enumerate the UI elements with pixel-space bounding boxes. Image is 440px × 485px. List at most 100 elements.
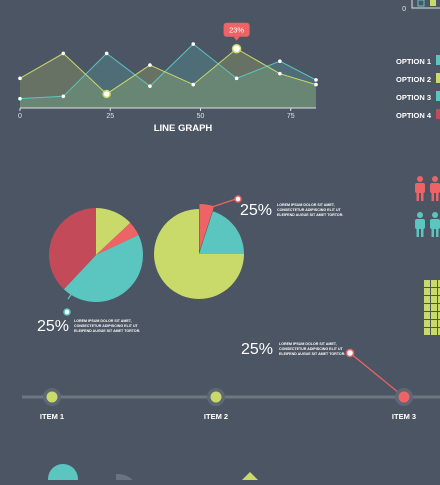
line-graph-title: LINE GRAPH — [154, 123, 213, 134]
pie-left-callout-dot — [63, 308, 71, 316]
pie-right-caption-line: ELEIFEND AUGUE SIT AMET TORTOR. — [277, 213, 343, 217]
person-icon — [421, 228, 424, 237]
line-graph-point — [18, 96, 22, 101]
corner-chart-axis — [411, 0, 440, 9]
line-graph-series-line — [19, 43, 317, 100]
waffle-cell — [424, 312, 430, 319]
waffle-cell — [431, 296, 437, 303]
waffle-cell — [431, 288, 437, 295]
waffle-cell — [438, 320, 440, 327]
timeline-node — [46, 391, 58, 403]
timeline-node — [210, 391, 222, 403]
line-graph-point — [18, 76, 22, 81]
line-graph-point — [314, 82, 318, 87]
person-icon — [415, 219, 425, 229]
person-icon — [421, 192, 424, 201]
pie-right-caption-line: LOREM IPSUM DOLOR SIT AMET, — [277, 203, 335, 207]
waffle-cell — [438, 304, 440, 311]
pie-right-callout-line — [211, 198, 237, 208]
legend-swatch — [436, 109, 440, 119]
partial-triangle — [237, 472, 263, 485]
waffle-cell — [431, 304, 437, 311]
person-icon — [436, 192, 439, 201]
corner-chart-bar — [417, 0, 425, 7]
pie-slice — [96, 222, 139, 255]
waffle-cell — [431, 312, 437, 319]
legend-label: OPTION 3 — [396, 93, 431, 102]
callout-label: 23% — [229, 26, 244, 35]
pie-slice — [96, 208, 131, 255]
pie-slice — [49, 208, 96, 290]
pie-left-caption-line: LOREM IPSUM DOLOR SIT AMET, — [74, 319, 132, 323]
callout-badge — [223, 22, 250, 37]
line-graph: 0 25 50 75 LINE GRAPH 23% — [18, 22, 318, 134]
legend-item: OPTION 4 — [396, 109, 440, 120]
legend-item: OPTION 1 — [396, 55, 440, 66]
pie-left-percent: 25% — [37, 318, 69, 335]
people-icons — [415, 176, 440, 237]
line-graph-series-line — [19, 48, 317, 95]
legend-item: OPTION 2 — [396, 73, 440, 84]
line-graph-point — [191, 42, 196, 46]
bottom-partial-shapes — [48, 464, 263, 485]
person-icon — [431, 228, 434, 237]
pie-right-percent: 25% — [240, 202, 272, 219]
person-icon — [430, 183, 440, 193]
line-graph-point — [191, 82, 196, 87]
timeline-item-label: ITEM 2 — [204, 412, 228, 421]
waffle-grid — [424, 280, 440, 335]
callout-pointer — [233, 36, 240, 41]
waffle-cell — [438, 288, 440, 295]
legend: OPTION 1 OPTION 2 OPTION 3 OPTION 4 — [396, 55, 440, 120]
line-graph-point — [104, 51, 109, 56]
timeline-item-label: ITEM 1 — [40, 412, 64, 421]
waffle-cell — [431, 328, 437, 335]
waffle-cell — [424, 320, 430, 327]
partial-circle — [48, 464, 78, 485]
line-graph-callout: 23% — [223, 22, 250, 41]
line-graph-point — [61, 51, 66, 56]
waffle-cell — [431, 320, 437, 327]
pie-left-caption-line: ELEIFEND AUGUE SIT AMET TORTOR. — [74, 329, 140, 333]
timeline: 25% LOREM IPSUM DOLOR SIT AMET, CONSECTE… — [22, 341, 440, 421]
line-graph-highlight-point — [102, 89, 111, 99]
pie-chart-right: 25% LOREM IPSUM DOLOR SIT AMET, CONSECTE… — [154, 195, 343, 299]
waffle-cell — [424, 296, 430, 303]
person-icon — [436, 228, 439, 237]
waffle-cell — [424, 288, 430, 295]
person-icon — [431, 192, 434, 201]
waffle-cell — [438, 312, 440, 319]
person-icon — [416, 192, 419, 201]
timeline-item: ITEM 2 — [204, 388, 228, 421]
waffle-cell — [424, 280, 430, 287]
legend-item: OPTION 3 — [396, 91, 440, 102]
waffle-cell — [438, 296, 440, 303]
waffle-cell — [438, 328, 440, 335]
line-graph-x-tick-label: 75 — [287, 113, 295, 120]
corner-chart-zero-label: 0 — [402, 6, 406, 13]
pie-slice — [63, 234, 143, 302]
pie-slice — [199, 204, 214, 252]
person-icon — [415, 183, 425, 193]
line-graph-x-tick-label: 25 — [106, 113, 114, 120]
pie-slice — [199, 211, 244, 254]
line-graph-point — [278, 59, 282, 63]
waffle-cell — [424, 304, 430, 311]
line-graph-point — [234, 76, 239, 81]
timeline-item: ITEM 3 — [392, 388, 416, 421]
line-graph-series-area — [20, 48, 316, 108]
legend-label: OPTION 4 — [396, 111, 432, 120]
pie-right-caption-line: CONSECTETUR ADIPISCING ELIT UT — [277, 208, 342, 212]
legend-label: OPTION 1 — [396, 57, 431, 66]
waffle-cell — [424, 328, 430, 335]
pie-chart-left: 25% LOREM IPSUM DOLOR SIT AMET, CONSECTE… — [37, 208, 143, 335]
person-icon — [432, 176, 438, 182]
waffle-cell — [438, 280, 440, 287]
timeline-item: ITEM 1 — [40, 388, 64, 421]
legend-swatch — [436, 73, 440, 83]
person-icon — [416, 228, 419, 237]
partial-ring — [116, 473, 136, 485]
legend-swatch — [436, 55, 440, 65]
